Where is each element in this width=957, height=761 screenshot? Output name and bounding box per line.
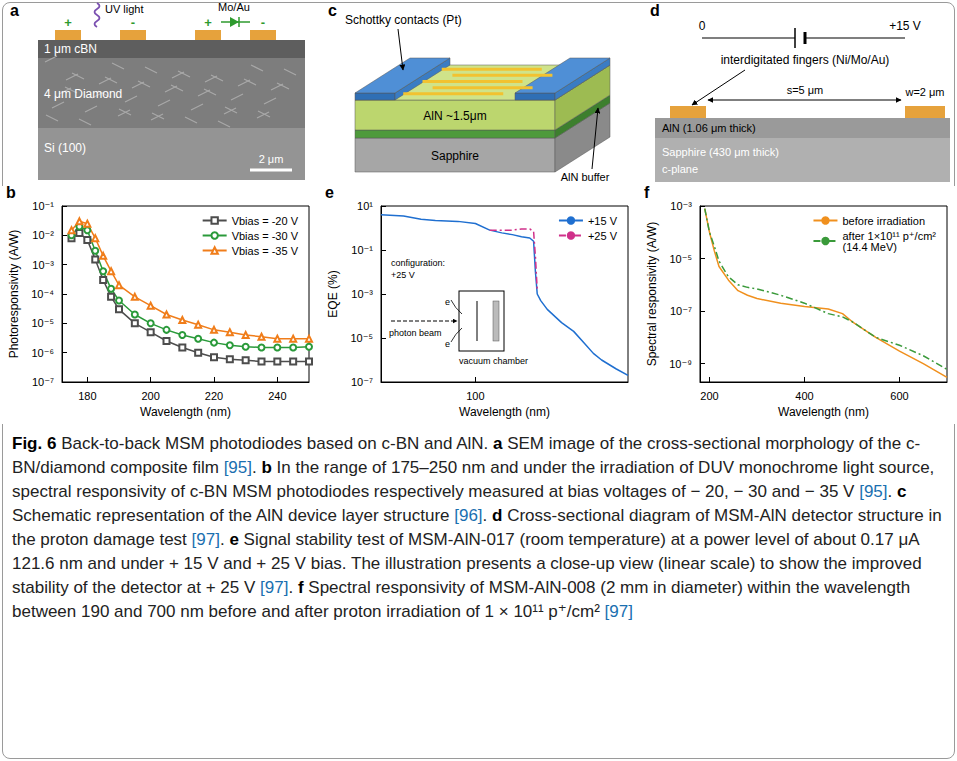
svg-text:10⁻³: 10⁻³ xyxy=(351,288,373,300)
svg-text:220: 220 xyxy=(205,390,223,402)
svg-text:-: - xyxy=(261,15,265,30)
svg-text:a: a xyxy=(10,2,19,19)
svg-text:before irradiation: before irradiation xyxy=(842,215,925,227)
svg-text:AlN buffer: AlN buffer xyxy=(561,171,610,183)
svg-text:Wavelength (nm): Wavelength (nm) xyxy=(140,405,231,419)
svg-text:100: 100 xyxy=(466,390,484,402)
svg-text:0: 0 xyxy=(699,19,706,33)
svg-text:+25 V: +25 V xyxy=(391,270,415,280)
svg-text:10⁻⁵: 10⁻⁵ xyxy=(669,253,692,265)
html-text:Fig. 6 Back-to-back MSM photod: Fig. 6 Back-to-back MSM photodiodes base… xyxy=(12,434,935,501)
svg-text:10⁻³: 10⁻³ xyxy=(670,200,692,212)
svg-text:UV light: UV light xyxy=(105,3,144,15)
svg-text:+15 V: +15 V xyxy=(889,19,921,33)
svg-text:4 μm Diamond: 4 μm Diamond xyxy=(44,87,122,101)
svg-text:c-plane: c-plane xyxy=(662,163,698,175)
svg-text:600: 600 xyxy=(890,390,908,402)
svg-text:10⁻⁷: 10⁻⁷ xyxy=(351,376,373,388)
svg-text:10⁻⁷: 10⁻⁷ xyxy=(32,376,54,388)
svg-text:Wavelength (nm): Wavelength (nm) xyxy=(459,405,550,419)
svg-text:2 μm: 2 μm xyxy=(259,153,284,165)
svg-text:10⁻¹: 10⁻¹ xyxy=(351,244,373,256)
svg-text:Wavelength (nm): Wavelength (nm) xyxy=(778,405,869,419)
svg-text:10⁻³: 10⁻³ xyxy=(32,259,54,271)
svg-text:Sapphire: Sapphire xyxy=(431,149,479,163)
svg-text:Mo/Au: Mo/Au xyxy=(218,1,250,13)
svg-text:Spectral responsivity (A/W): Spectral responsivity (A/W) xyxy=(645,222,659,367)
svg-text:(14.4 MeV): (14.4 MeV) xyxy=(842,241,896,253)
svg-text:400: 400 xyxy=(795,390,813,402)
svg-text:e: e xyxy=(445,297,450,307)
svg-text:after 1×10¹¹ p⁺/cm²: after 1×10¹¹ p⁺/cm² xyxy=(842,229,936,242)
svg-text:10⁻⁵: 10⁻⁵ xyxy=(350,332,373,344)
svg-text:+: + xyxy=(204,15,212,30)
svg-text:Vbias = -35 V: Vbias = -35 V xyxy=(232,245,299,257)
svg-text:vacuum chamber: vacuum chamber xyxy=(459,356,528,366)
svg-text:240: 240 xyxy=(268,390,286,402)
svg-text:10⁻⁵: 10⁻⁵ xyxy=(31,317,54,329)
svg-text:10⁻⁷: 10⁻⁷ xyxy=(670,305,692,317)
svg-text:180: 180 xyxy=(78,390,96,402)
svg-text:10¹: 10¹ xyxy=(357,200,373,212)
svg-text:1 μm cBN: 1 μm cBN xyxy=(44,42,97,56)
svg-text:10⁻⁴: 10⁻⁴ xyxy=(31,288,54,300)
svg-text:interdigitated fingers (Ni/Mo/: interdigitated fingers (Ni/Mo/Au) xyxy=(721,53,890,67)
svg-text:+25 V: +25 V xyxy=(588,230,618,242)
svg-text:s=5 μm: s=5 μm xyxy=(787,84,824,96)
svg-text:Schottky contacts (Pt): Schottky contacts (Pt) xyxy=(345,13,462,27)
html-text:b: b xyxy=(6,184,16,201)
svg-text:c: c xyxy=(328,2,337,19)
svg-text:+: + xyxy=(64,15,72,30)
svg-text:Sapphire (430 μm thick): Sapphire (430 μm thick) xyxy=(662,146,779,158)
svg-text:AlN (1.06 μm thick): AlN (1.06 μm thick) xyxy=(662,122,756,134)
html-text:Schematic representation of th: Schematic representation of the AlN devi… xyxy=(12,506,942,621)
svg-text:Si (100): Si (100) xyxy=(44,141,86,155)
svg-text:AlN ~1.5μm: AlN ~1.5μm xyxy=(423,109,486,123)
svg-text:w=2 μm: w=2 μm xyxy=(904,86,944,98)
html-text:e: e xyxy=(325,184,334,201)
svg-text:10⁻²: 10⁻² xyxy=(32,229,54,241)
svg-text:configuration:: configuration: xyxy=(391,258,445,268)
html-text:f: f xyxy=(644,184,650,201)
svg-text:Vbias = -20 V: Vbias = -20 V xyxy=(232,215,299,227)
svg-text:-: - xyxy=(131,15,135,30)
svg-text:10⁻⁶: 10⁻⁶ xyxy=(31,347,54,359)
svg-text:e: e xyxy=(445,339,450,349)
svg-text:200: 200 xyxy=(700,390,718,402)
svg-text:+15 V: +15 V xyxy=(588,215,618,227)
svg-text:Vbias = -30 V: Vbias = -30 V xyxy=(232,230,299,242)
svg-text:10⁻⁹: 10⁻⁹ xyxy=(669,358,692,370)
svg-text:d: d xyxy=(650,2,660,19)
svg-text:EQE (%): EQE (%) xyxy=(326,270,340,317)
svg-text:200: 200 xyxy=(141,390,159,402)
svg-text:photon beam: photon beam xyxy=(389,328,442,338)
svg-text:10⁻¹: 10⁻¹ xyxy=(32,200,54,212)
svg-text:Photoresponsivity (A/W): Photoresponsivity (A/W) xyxy=(7,230,21,359)
